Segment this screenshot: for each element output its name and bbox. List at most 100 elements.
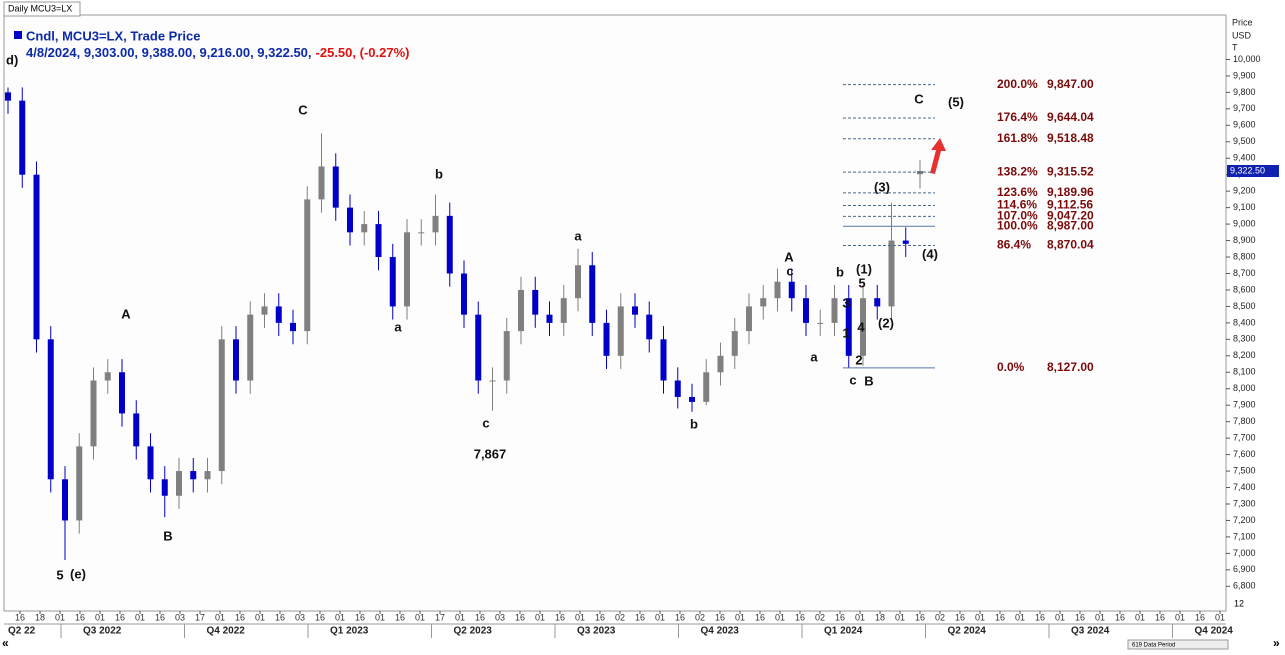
x-tick-label: 16 <box>1155 612 1165 622</box>
y-tick-label: 7,800 <box>1233 416 1256 426</box>
candle-body <box>432 215 439 233</box>
wave-label: B <box>163 528 172 543</box>
fib-value: 9,847.00 <box>1047 77 1094 91</box>
y-tick-label: 7,900 <box>1233 400 1256 410</box>
axis-title: USD <box>1232 30 1252 40</box>
wave-label: 5 <box>56 567 63 582</box>
wave-label: (5) <box>948 94 964 109</box>
candle-body <box>902 240 909 244</box>
ohlc-header: 4/8/2024, 9,303.00, 9,388.00, 9,216.00, … <box>26 45 409 60</box>
wave-label: A <box>784 249 794 264</box>
quarter-label: Q1 2023 <box>330 626 369 637</box>
candle-body <box>717 355 724 373</box>
quarter-label: Q3 2022 <box>83 626 122 637</box>
x-tick-label: 01 <box>855 612 865 622</box>
y-tick-label: 7,500 <box>1233 465 1256 475</box>
candle-body <box>247 314 254 381</box>
x-tick-label: 01 <box>335 612 345 622</box>
candle-body <box>233 339 239 381</box>
x-tick-label: 01 <box>1135 612 1145 622</box>
candle-body <box>33 174 40 340</box>
candle-body <box>617 306 624 356</box>
x-tick-label: 01 <box>95 612 105 622</box>
candle-body <box>375 224 382 258</box>
quarter-label: Q4 2024 <box>1195 626 1234 637</box>
wave-label: B <box>864 373 873 388</box>
candle-body <box>176 471 182 496</box>
candle-body <box>731 331 738 356</box>
candle-body <box>389 257 396 307</box>
axis-title: T <box>1232 42 1238 52</box>
fib-value: 9,644.04 <box>1047 110 1094 124</box>
x-tick-label: 17 <box>195 612 205 622</box>
fib-percent: 200.0% <box>997 77 1038 91</box>
x-tick-label: 16 <box>715 612 725 622</box>
x-tick-label: 16 <box>315 612 325 622</box>
x-tick-label: 01 <box>1015 612 1025 622</box>
y-tick-label: 9,800 <box>1233 87 1256 97</box>
top-label-box <box>3 1 81 17</box>
corner-label: 12 <box>1234 598 1244 608</box>
wave-label: 4 <box>857 319 865 334</box>
wave-label: 5 <box>858 275 865 290</box>
candle-body <box>418 232 425 234</box>
fib-value: 8,987.00 <box>1047 218 1094 232</box>
y-tick-label: 8,200 <box>1233 350 1256 360</box>
candle-body <box>204 471 211 480</box>
wave-label: a <box>810 349 818 364</box>
ohlc-values: 4/8/2024, 9,303.00, 9,388.00, 9,216.00, … <box>26 45 312 60</box>
y-tick-label: 7,200 <box>1233 515 1256 525</box>
candle-body <box>518 289 524 332</box>
x-tick-label: 16 <box>1115 612 1125 622</box>
y-tick-label: 8,900 <box>1233 235 1256 245</box>
candle-body <box>90 380 97 447</box>
x-tick-label: 16 <box>795 612 805 622</box>
x-tick-label: 18 <box>875 612 885 622</box>
quarter-label: Q1 2024 <box>824 626 863 637</box>
y-tick-label: 8,400 <box>1233 317 1256 327</box>
candle-body <box>461 273 467 315</box>
candle-body <box>446 215 453 274</box>
x-tick-label: 16 <box>1035 612 1045 622</box>
fib-percent: 86.4% <box>997 238 1031 252</box>
candle-body <box>5 92 11 101</box>
x-tick-label: 01 <box>255 612 265 622</box>
candle-body <box>133 413 140 447</box>
wave-label: a <box>574 228 582 243</box>
y-tick-label: 9,100 <box>1233 202 1256 212</box>
x-tick-label: 01 <box>1055 612 1065 622</box>
x-tick-label: 17 <box>435 612 445 622</box>
fib-percent: 138.2% <box>997 164 1038 178</box>
candle-body <box>119 372 125 414</box>
wave-label: 7,867 <box>474 446 507 461</box>
y-tick-label: 8,000 <box>1233 383 1256 393</box>
x-tick-label: 01 <box>735 612 745 622</box>
candle-body <box>218 339 225 472</box>
x-tick-label: 16 <box>995 612 1005 622</box>
x-tick-label: 18 <box>35 612 45 622</box>
candle-body <box>532 289 539 315</box>
candle-body <box>589 265 596 323</box>
scroll-left[interactable]: « <box>2 636 9 650</box>
x-tick-label: 16 <box>1075 612 1085 622</box>
quarter-label: Q4 2022 <box>207 626 246 637</box>
candle-body <box>503 331 510 381</box>
wave-label: (4) <box>922 246 938 261</box>
candle-body <box>190 471 197 480</box>
x-tick-label: 16 <box>275 612 285 622</box>
scroll-right[interactable]: » <box>1273 636 1280 650</box>
legend-icon <box>14 31 22 39</box>
candle-body <box>332 166 339 208</box>
x-tick-label: 16 <box>835 612 845 622</box>
data-period: 619 Data Period <box>1132 643 1175 649</box>
change-value: -25.50, (-0.27%) <box>316 45 410 60</box>
x-tick-label: 01 <box>775 612 785 622</box>
x-tick-label: 01 <box>1175 612 1185 622</box>
quarter-label: Q3 2024 <box>1071 626 1110 637</box>
x-tick-label: 01 <box>535 612 545 622</box>
candle-body <box>603 322 610 356</box>
candle-body <box>290 322 296 332</box>
x-tick-label: 01 <box>215 612 225 622</box>
candle-body <box>689 396 695 402</box>
x-tick-label: 16 <box>755 612 765 622</box>
